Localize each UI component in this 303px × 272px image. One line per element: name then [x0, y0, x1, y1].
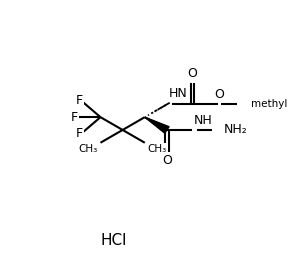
Text: O: O [215, 88, 224, 101]
Text: F: F [70, 111, 77, 124]
Text: CH₃: CH₃ [78, 144, 98, 154]
Text: F: F [75, 94, 82, 107]
Text: HCl: HCl [101, 233, 127, 249]
Text: NH: NH [194, 114, 213, 127]
Text: CH₃: CH₃ [148, 144, 167, 154]
Text: O: O [188, 67, 198, 81]
Text: HN: HN [168, 87, 187, 100]
Text: O: O [162, 154, 172, 167]
Polygon shape [145, 117, 169, 133]
Text: F: F [75, 127, 82, 140]
Text: methyl: methyl [251, 99, 287, 109]
Text: NH₂: NH₂ [224, 123, 248, 137]
